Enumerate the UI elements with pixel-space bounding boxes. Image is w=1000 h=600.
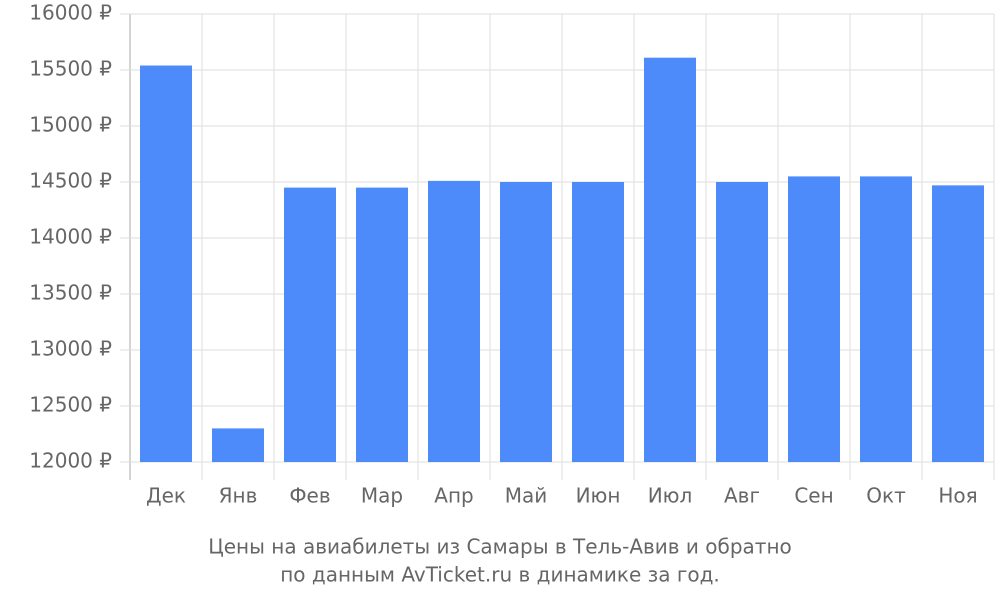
bar xyxy=(212,428,264,462)
x-tick-label: Июн xyxy=(576,484,621,508)
y-tick-label: 15500 ₽ xyxy=(29,57,112,81)
bar xyxy=(356,187,408,462)
y-tick-label: 13500 ₽ xyxy=(29,281,112,305)
x-tick-label: Май xyxy=(505,484,548,508)
y-tick-label: 12500 ₽ xyxy=(29,393,112,417)
y-tick-label: 14000 ₽ xyxy=(29,225,112,249)
x-tick-label: Сен xyxy=(794,484,833,508)
chart-title: по данным AvTicket.ru в динамике за год. xyxy=(280,563,720,587)
x-tick-label: Апр xyxy=(434,484,473,508)
x-tick-label: Июл xyxy=(648,484,693,508)
x-tick-label: Окт xyxy=(866,484,906,508)
y-tick-label: 15000 ₽ xyxy=(29,113,112,137)
x-tick-label: Авг xyxy=(724,484,760,508)
bar xyxy=(932,185,984,463)
bar xyxy=(572,182,624,462)
x-tick-label: Дек xyxy=(146,484,186,508)
y-tick-label: 13000 ₽ xyxy=(29,337,112,361)
x-tick-label: Мар xyxy=(361,484,403,508)
bar xyxy=(788,176,840,462)
y-tick-label: 16000 ₽ xyxy=(29,1,112,25)
bar xyxy=(644,57,696,463)
bar xyxy=(428,180,480,462)
bar xyxy=(284,187,336,462)
bar xyxy=(716,182,768,462)
y-tick-label: 12000 ₽ xyxy=(29,449,112,473)
bar xyxy=(860,176,912,462)
y-tick-label: 14500 ₽ xyxy=(29,169,112,193)
x-tick-label: Ноя xyxy=(938,484,977,508)
bar xyxy=(140,65,192,463)
x-tick-label: Янв xyxy=(219,484,258,508)
bar xyxy=(500,182,552,462)
chart-title: Цены на авиабилеты из Самары в Тель-Авив… xyxy=(208,535,792,559)
x-tick-label: Фев xyxy=(289,484,330,508)
